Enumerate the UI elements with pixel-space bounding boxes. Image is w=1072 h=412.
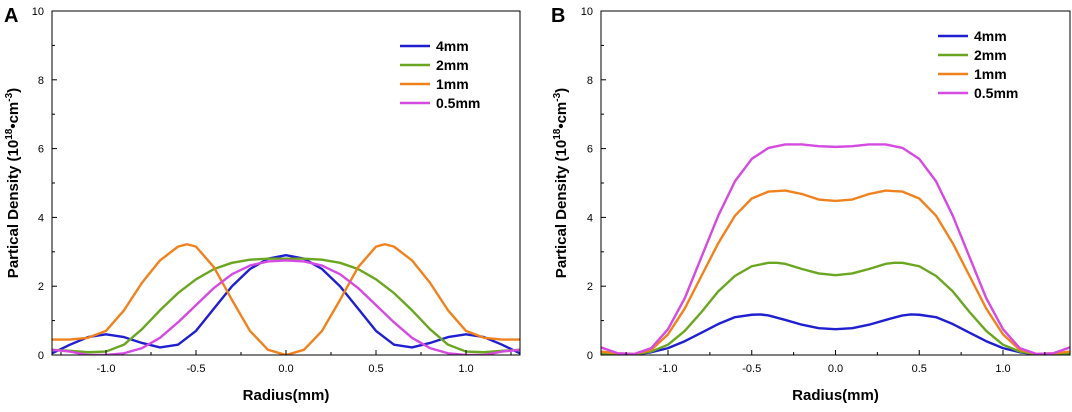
chart-panel-b: B 0 2 4 6 8 10 -1.0 -0.5 0.0 0.5 1.0 Radius(mm) Parti… <box>551 5 1071 404</box>
y-tick-label: 4 <box>587 212 593 224</box>
legend-label-2mm: 2mm <box>436 57 469 73</box>
panel-label: A <box>4 5 18 27</box>
y-tick-label: 6 <box>38 144 44 156</box>
legend-label-0.5mm: 0.5mm <box>974 85 1018 101</box>
series-line-1mm <box>601 189 1070 355</box>
legend-label-2mm: 2mm <box>974 47 1007 63</box>
x-axis-label: Radius(mm) <box>792 387 879 404</box>
legend-label-4mm: 4mm <box>436 38 469 54</box>
y-axis-label-part-3: -3 <box>552 92 563 101</box>
series-line-2mm <box>52 257 520 354</box>
x-tick-label: -1.0 <box>659 363 678 375</box>
y-axis-label-part-1: 18 <box>4 128 15 140</box>
y-axis-label-part-4: ) <box>5 88 22 93</box>
x-tick-label: 1.0 <box>458 363 473 375</box>
series-line-0.5mm <box>601 143 1070 355</box>
series-line-1mm <box>52 243 520 355</box>
chart-panel-a: A 0 2 4 6 8 10 -1.0 -0.5 0.0 0.5 1.0 Radius(mm) Parti… <box>4 5 521 404</box>
y-axis-label-part-0: Partical Density (10 <box>5 140 22 278</box>
x-tick-label: -1.0 <box>97 363 116 375</box>
y-tick-label: 10 <box>581 6 593 18</box>
x-tick-label: 1.0 <box>995 363 1010 375</box>
y-axis-label-part-4: ) <box>553 88 570 93</box>
y-tick-label: 8 <box>38 75 44 87</box>
y-axis-label: Partical Density (1018•cm-3) <box>4 88 22 278</box>
series-line-4mm <box>601 313 1070 355</box>
y-axis-label-part-2: •cm <box>5 102 22 129</box>
legend-label-1mm: 1mm <box>974 66 1007 82</box>
series-line-0.5mm <box>52 259 520 355</box>
y-tick-label: 10 <box>32 6 44 18</box>
legend-label-1mm: 1mm <box>436 76 469 92</box>
legend-label-4mm: 4mm <box>974 28 1007 44</box>
panel-label: B <box>551 5 565 27</box>
y-axis-label-part-2: •cm <box>553 102 570 129</box>
y-tick-label: 6 <box>587 144 593 156</box>
y-tick-label: 8 <box>587 75 593 87</box>
x-tick-label: 0.5 <box>368 363 383 375</box>
y-tick-label: 2 <box>38 281 44 293</box>
series-line-4mm <box>52 254 520 355</box>
x-axis-label: Radius(mm) <box>243 387 330 404</box>
series-line-2mm <box>601 261 1070 355</box>
y-tick-label: 0 <box>587 350 593 362</box>
y-axis-label-part-3: -3 <box>4 92 15 101</box>
y-axis-label-part-1: 18 <box>552 128 563 140</box>
x-tick-label: 0.5 <box>912 363 927 375</box>
y-tick-label: 0 <box>38 350 44 362</box>
y-axis-label-part-0: Partical Density (10 <box>553 140 570 278</box>
x-tick-label: 0.0 <box>828 363 843 375</box>
y-axis-label: Partical Density (1018•cm-3) <box>552 88 570 278</box>
x-tick-label: -0.5 <box>742 363 761 375</box>
x-tick-label: 0.0 <box>278 363 293 375</box>
y-tick-label: 2 <box>587 281 593 293</box>
y-tick-label: 4 <box>38 212 44 224</box>
x-tick-label: -0.5 <box>187 363 206 375</box>
legend-label-0.5mm: 0.5mm <box>436 95 480 111</box>
